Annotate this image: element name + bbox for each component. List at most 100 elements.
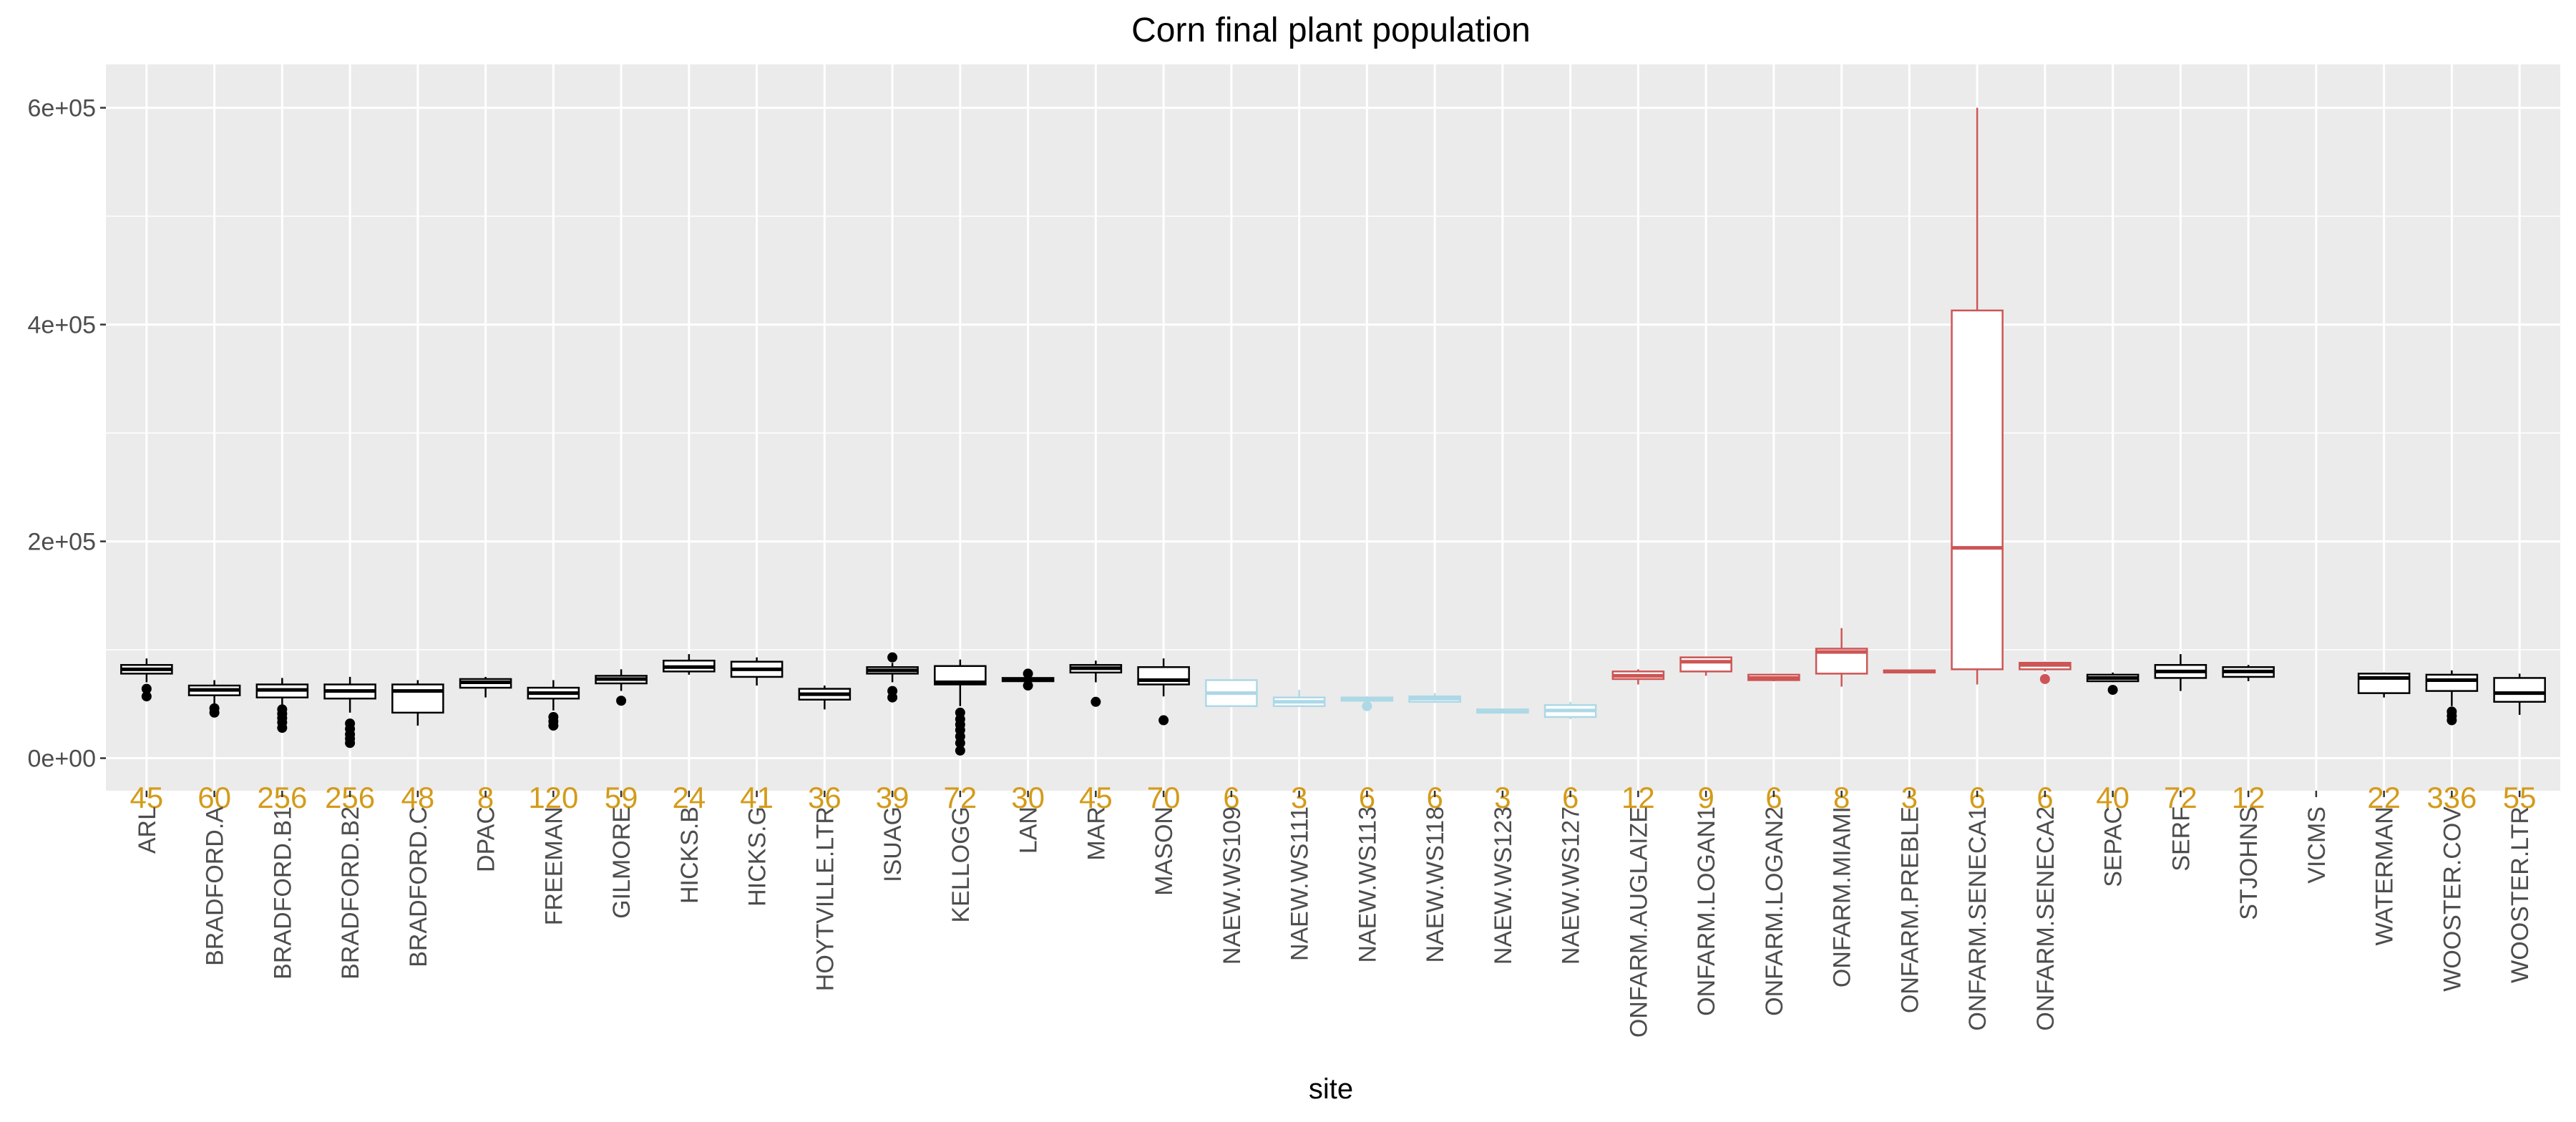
chart-title: Corn final plant population [1131,11,1531,49]
count-label: 120 [528,781,578,814]
x-tick-label: MAR [1083,806,1110,861]
x-tick-label: GILMORE [608,806,635,919]
x-tick-label: ONFARM.MIAMI [1829,806,1856,987]
x-tick-label: FREEMAN [540,806,567,925]
x-tick-label: HICKS.G [744,806,771,907]
count-label: 70 [1147,781,1181,814]
x-tick-label: HICKS.B [676,806,703,904]
outlier-point [1362,701,1372,711]
x-tick-label: ONFARM.SENECA1 [1964,806,1991,1031]
x-tick-label: NAEW.WS123 [1490,806,1517,965]
count-label: 6 [2036,781,2053,814]
outlier-point [1158,715,1169,726]
count-label: 8 [1833,781,1850,814]
outlier-point [2039,673,2050,684]
count-label: 41 [740,781,774,814]
count-label: 48 [401,781,434,814]
x-tick-label: VICMS [2303,806,2331,884]
x-tick-label: STJOHNS [2235,806,2263,920]
x-tick-label: BRADFORD.B2 [337,806,364,980]
x-tick-label: WOOSTER.COV [2439,806,2466,992]
count-label: 6 [1359,781,1375,814]
box-iqr [1951,309,2004,670]
count-label: 256 [325,781,375,814]
outlier-point [2107,685,2118,696]
x-tick-label: SEPAC [2100,806,2127,887]
x-tick-label: NAEW.WS109 [1219,806,1246,965]
count-label: 9 [1697,781,1714,814]
outlier-point [1023,680,1033,691]
count-label: 336 [2426,781,2477,814]
x-tick-label: ARL [134,806,161,854]
x-tick-label: ONFARM.PREBLE [1896,806,1923,1013]
outlier-point [141,691,152,702]
y-tick-label: 2e+05 [28,529,97,556]
x-tick-label: MASON [1151,806,1178,896]
y-axis: 0e+00 2e+05 4e+05 6e+05 [28,95,106,773]
count-labels: 45 60 256 256 48 8 120 59 24 41 36 39 72 30 45 70 6 3 6 6 3 6… [130,781,2536,814]
count-label: 3 [1494,781,1511,814]
outlier-point [548,711,559,722]
x-axis-title: site [1309,1073,1353,1105]
y-tick-label: 0e+00 [28,746,97,773]
count-label: 6 [1968,781,1985,814]
outlier-point [955,745,965,756]
count-label: 24 [673,781,706,814]
count-label: 39 [876,781,909,814]
count-label: 6 [1562,781,1579,814]
outlier-point [2446,706,2457,717]
count-label: 12 [2232,781,2265,814]
count-label: 256 [257,781,307,814]
count-label: 45 [1079,781,1113,814]
x-tick-label: WATERMAN [2371,806,2399,946]
outlier-point [345,718,356,729]
x-tick-label: BRADFORD.A [202,806,229,966]
count-label: 30 [1011,781,1045,814]
x-tick-label: BRADFORD.C [405,806,432,967]
count-label: 6 [1223,781,1239,814]
count-label: 55 [2503,781,2537,814]
outlier-point [1091,696,1101,707]
x-tick-label: ONFARM.SENECA2 [2032,806,2059,1031]
count-label: 40 [2096,781,2129,814]
box-iqr [391,683,444,714]
count-label: 72 [944,781,977,814]
outlier-point [1023,668,1033,679]
x-tick-label: KELLOGG [947,806,975,923]
x-tick-label: NAEW.WS118 [1422,806,1449,963]
x-tick-label: WOOSTER.LTR [2507,806,2534,983]
y-tick-label: 6e+05 [28,95,97,122]
boxes [120,107,2546,756]
x-tick-label: HOYTVILLE.LTR [811,806,839,991]
outlier-point [277,704,288,715]
x-tick-label: BRADFORD.B1 [269,806,296,980]
count-label: 45 [130,781,163,814]
count-label: 8 [477,781,494,814]
x-tick-label: LAN [1015,806,1043,854]
count-label: 6 [1426,781,1443,814]
box-iqr [2493,677,2546,703]
x-tick-label: SERF [2167,806,2195,872]
outlier-point [887,686,898,696]
x-tick-label: NAEW.WS127 [1558,806,1585,965]
x-tick-label: NAEW.WS113 [1354,806,1381,963]
box-iqr [1679,656,1732,673]
x-tick-label: NAEW.WS111 [1287,806,1314,961]
x-tick-label: ONFARM.AUGLAIZE [1625,806,1652,1038]
count-label: 22 [2367,781,2401,814]
x-tick-label: ISUAG [879,806,907,882]
x-tick-label: DPAC [473,806,500,872]
count-label: 72 [2164,781,2197,814]
count-label: 6 [1765,781,1782,814]
outlier-point [141,683,152,694]
count-label: 12 [1621,781,1655,814]
count-label: 3 [1291,781,1307,814]
outlier-point [955,707,965,718]
count-label: 59 [605,781,638,814]
count-label: 60 [197,781,231,814]
outlier-point [887,652,898,663]
box-iqr [2425,673,2479,692]
x-axis: ARL BRADFORD.A BRADFORD.B1 BRADFORD.B2 BRADF… [134,791,2534,1038]
